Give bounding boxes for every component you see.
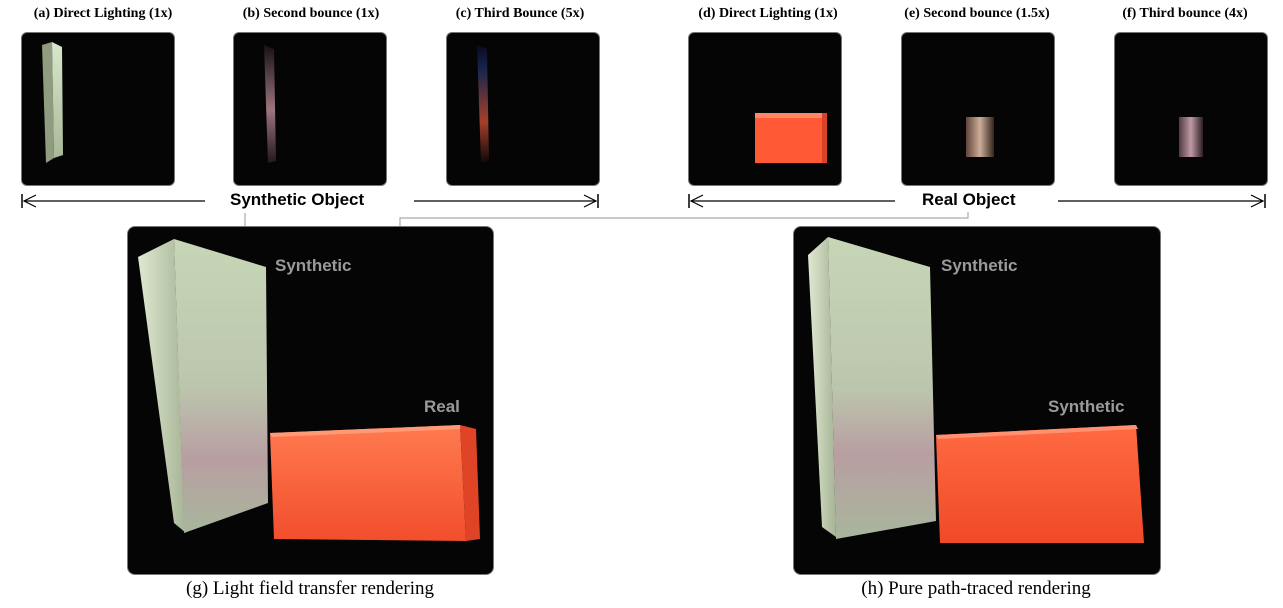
panel-h-image [808,237,1144,543]
panel-e-image [966,117,994,157]
synthetic-object-label: Synthetic Object [228,190,367,210]
caption-h: (h) Pure path-traced rendering [861,578,1091,599]
panel-d-image [755,113,827,163]
panel-h-label-synthetic-lower: Synthetic [1048,397,1125,416]
caption-b: (b) Second bounce (1x) [242,6,380,21]
caption-g: (g) Light field transfer rendering [186,578,434,599]
caption-f: (f) Third bounce (4x) [1122,6,1248,21]
panel-c-third-synthetic [446,32,600,186]
panel-c-image [477,45,489,163]
synthetic-arrowhead-right [583,194,598,208]
panel-g-label-real: Real [424,397,460,416]
panel-b-image [264,45,276,163]
caption-a: (a) Direct Lighting (1x) [33,6,173,21]
real-object-label: Real Object [920,190,1018,210]
panel-g-label-synthetic: Synthetic [275,256,352,275]
caption-d: (d) Direct Lighting (1x) [698,6,838,21]
synthetic-arrowhead-left [22,194,37,208]
caption-e: (e) Second bounce (1.5x) [904,6,1050,21]
panel-h-label-synthetic-upper: Synthetic [941,256,1018,275]
panel-h-path-traced [793,226,1161,575]
panel-g-image [138,239,480,541]
real-arrowhead-left [689,194,704,208]
caption-c: (c) Third Bounce (5x) [455,6,585,21]
panel-e-second-real [901,32,1055,186]
panel-b-second-synthetic [233,32,387,186]
panel-f-image [1179,117,1203,157]
panel-g-light-field-transfer [127,226,494,575]
panel-d-direct-real [688,32,842,186]
panel-a-image [42,42,63,163]
real-arrowhead-right [1250,194,1265,208]
panel-f-third-real [1114,32,1268,186]
panel-a-direct-synthetic [21,32,175,186]
